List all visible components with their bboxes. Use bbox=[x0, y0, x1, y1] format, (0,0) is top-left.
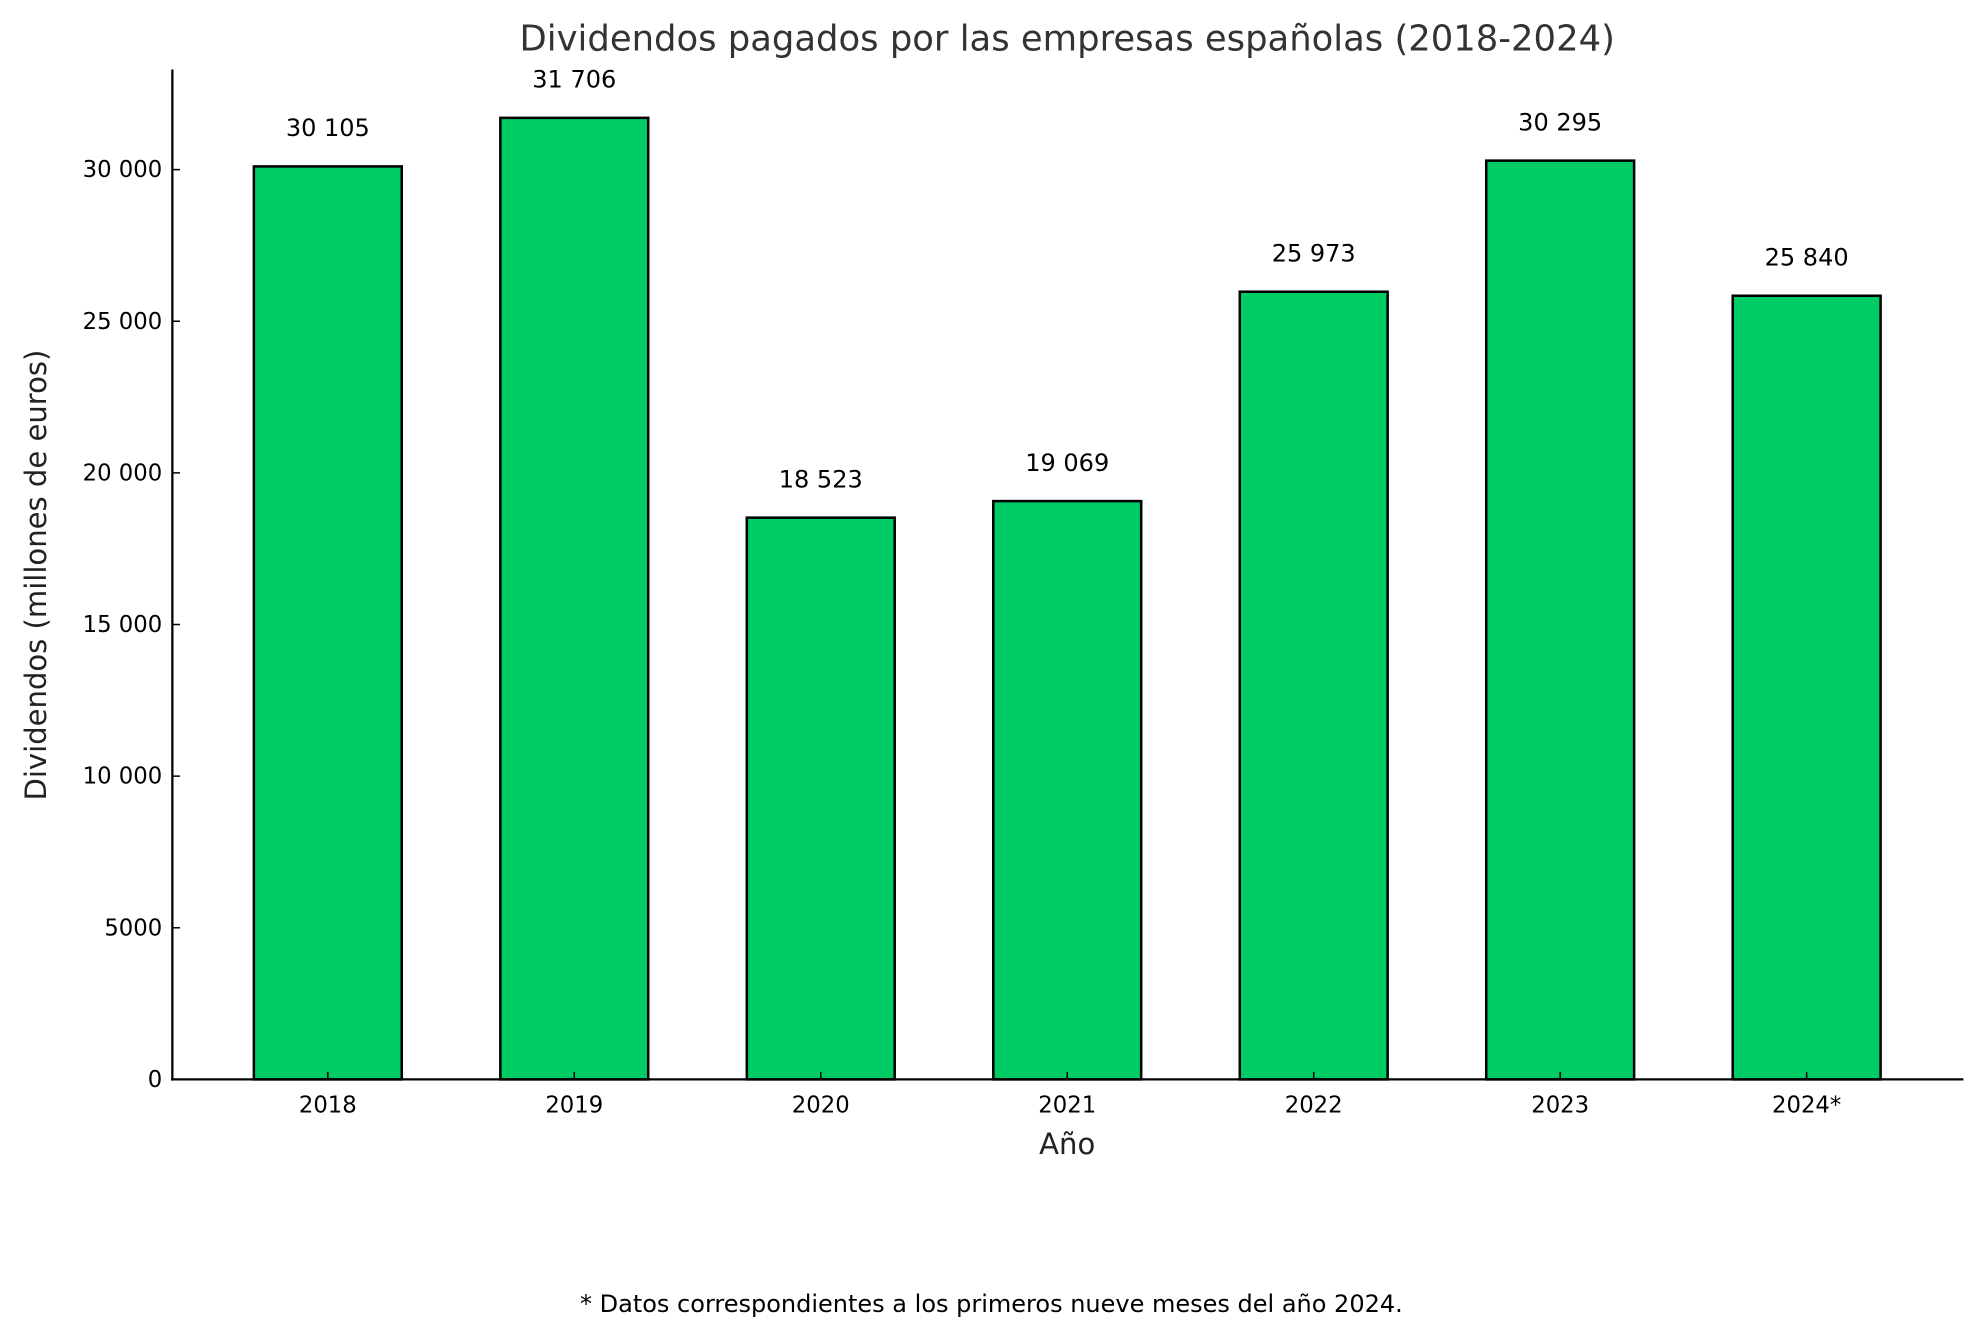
data-label-2021: 19 069 bbox=[1025, 449, 1109, 477]
chart-title: Dividendos pagados por las empresas espa… bbox=[520, 19, 1615, 60]
x-tick-label: 2019 bbox=[545, 1092, 603, 1118]
bar-2020 bbox=[745, 516, 896, 1081]
y-tick-label: 25 000 bbox=[83, 309, 163, 335]
data-label-2022: 25 973 bbox=[1272, 239, 1356, 267]
footnote: * Datos correspondientes a los primeros … bbox=[580, 1290, 1403, 1318]
bar-2023 bbox=[1484, 159, 1636, 1081]
data-label-2019: 31 706 bbox=[532, 66, 616, 94]
data-label-2018: 30 105 bbox=[286, 114, 370, 142]
x-tick-label: 2024* bbox=[1772, 1092, 1841, 1118]
data-label-2020: 18 523 bbox=[779, 465, 863, 493]
bar-2021 bbox=[992, 499, 1143, 1081]
x-axis-label: Año bbox=[1039, 1127, 1095, 1161]
data-label-2024*: 25 840 bbox=[1765, 243, 1849, 271]
x-tick-label: 2021 bbox=[1038, 1092, 1096, 1118]
x-tick-label: 2022 bbox=[1285, 1092, 1343, 1118]
data-label-2023: 30 295 bbox=[1518, 108, 1602, 136]
y-tick-label: 30 000 bbox=[83, 157, 163, 183]
y-tick-label: 20 000 bbox=[83, 460, 163, 486]
x-tick-label: 2023 bbox=[1531, 1092, 1589, 1118]
x-tick-label: 2018 bbox=[299, 1092, 357, 1118]
y-axis-label: Dividendos (millones de euros) bbox=[19, 350, 53, 801]
bar-2022 bbox=[1238, 290, 1389, 1081]
x-tick-label: 2020 bbox=[792, 1092, 850, 1118]
bar-2024* bbox=[1731, 294, 1882, 1081]
y-tick-label: 0 bbox=[148, 1067, 162, 1093]
y-tick-label: 10 000 bbox=[83, 764, 163, 790]
bar-2019 bbox=[499, 116, 650, 1081]
bar-2018 bbox=[252, 165, 404, 1081]
y-tick-label: 15 000 bbox=[83, 612, 163, 638]
y-tick-label: 5000 bbox=[104, 915, 162, 941]
